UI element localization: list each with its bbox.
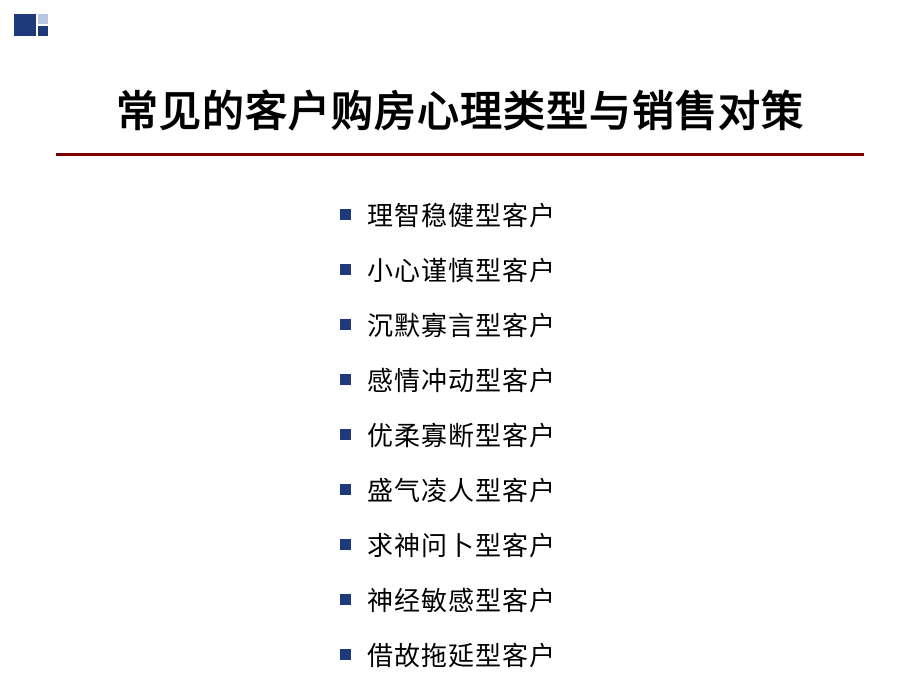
list-item-label: 沉默寡言型客户 [367,306,556,343]
list-item: 求神问卜型客户 [340,526,920,563]
list-item-label: 小心谨慎型客户 [367,251,556,288]
list-item: 借故拖延型客户 [340,636,920,673]
list-item-label: 理智稳健型客户 [367,196,556,233]
list-item-label: 借故拖延型客户 [367,636,556,673]
bullet-icon [340,539,351,550]
list-item: 盛气凌人型客户 [340,471,920,508]
list-item: 感情冲动型客户 [340,361,920,398]
bullet-icon [340,319,351,330]
bullet-icon [340,649,351,660]
bullet-list: 理智稳健型客户小心谨慎型客户沉默寡言型客户感情冲动型客户优柔寡断型客户盛气凌人型… [340,196,920,673]
bullet-icon [340,484,351,495]
list-item: 理智稳健型客户 [340,196,920,233]
list-item-label: 神经敏感型客户 [367,581,556,618]
slide: 常见的客户购房心理类型与销售对策 理智稳健型客户小心谨慎型客户沉默寡言型客户感情… [0,0,920,690]
list-item: 优柔寡断型客户 [340,416,920,453]
list-item-label: 求神问卜型客户 [367,526,556,563]
list-item: 小心谨慎型客户 [340,251,920,288]
bullet-icon [340,429,351,440]
list-item-label: 盛气凌人型客户 [367,471,556,508]
bullet-icon [340,594,351,605]
bullet-icon [340,374,351,385]
title-rule [56,153,864,156]
slide-title: 常见的客户购房心理类型与销售对策 [0,78,920,139]
list-item-label: 优柔寡断型客户 [367,416,556,453]
list-item: 沉默寡言型客户 [340,306,920,343]
list-item: 神经敏感型客户 [340,581,920,618]
bullet-icon [340,264,351,275]
bullet-icon [340,209,351,220]
list-item-label: 感情冲动型客户 [367,361,556,398]
